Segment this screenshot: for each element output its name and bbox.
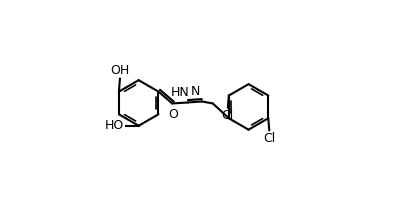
Text: OH: OH xyxy=(110,64,129,77)
Text: N: N xyxy=(190,85,199,98)
Text: HO: HO xyxy=(104,119,124,132)
Text: Cl: Cl xyxy=(263,132,275,145)
Text: O: O xyxy=(168,109,178,121)
Text: Cl: Cl xyxy=(221,109,234,122)
Text: HN: HN xyxy=(171,86,189,99)
